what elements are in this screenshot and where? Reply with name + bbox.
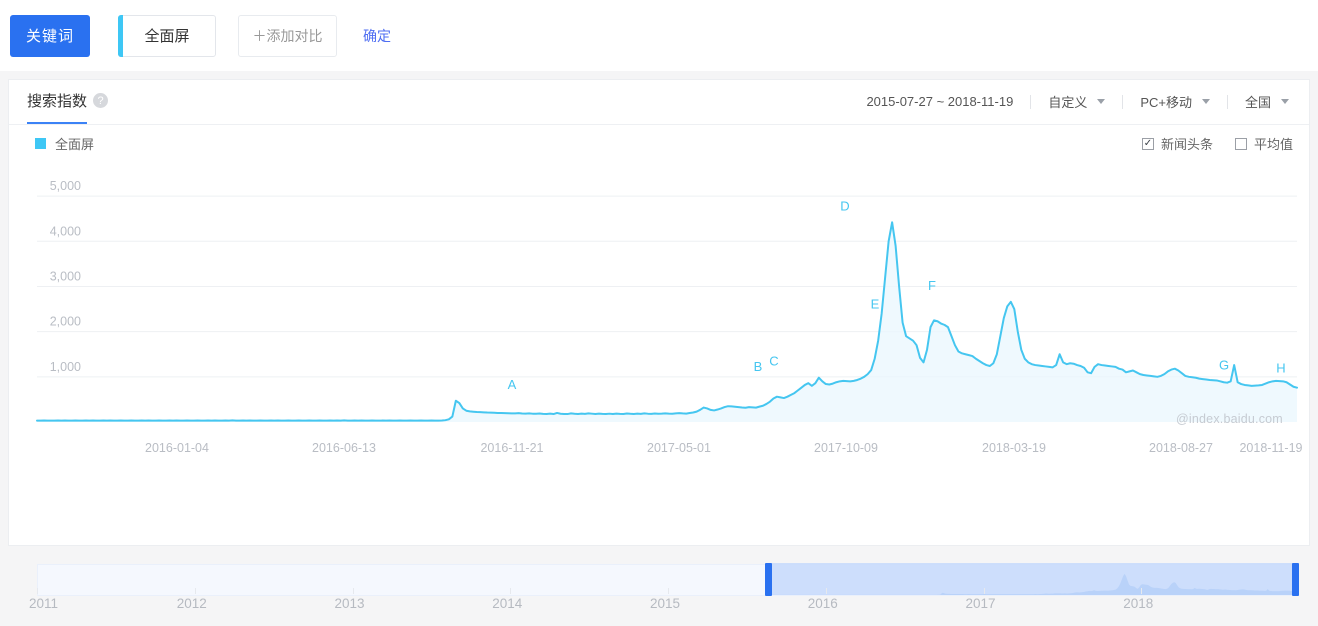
legend-label: 全面屏 — [55, 137, 95, 152]
search-index-panel: 搜索指数 ? 2015-07-27 ~ 2018-11-19 自定义 PC+移动 — [8, 79, 1310, 611]
y-axis-tick-label: 2,000 — [50, 315, 81, 329]
y-axis-tick-label: 4,000 — [50, 224, 81, 238]
checkbox-average-box — [1234, 137, 1247, 150]
divider — [1122, 94, 1124, 109]
divider — [1226, 94, 1228, 109]
legend-swatch — [35, 138, 46, 149]
x-axis-tick-label: 2017-10-09 — [814, 441, 878, 455]
timeline-year-tick — [194, 588, 196, 594]
timeline-year-2017[interactable]: 2017 — [965, 596, 996, 611]
tab-label: 搜索指数 — [27, 93, 88, 110]
x-axis-tick-label: 2017-05-01 — [647, 441, 711, 455]
peak-marker-E[interactable]: E — [871, 296, 880, 311]
x-axis-tick-label: 2016-01-04 — [145, 441, 209, 455]
x-axis-tick-label: 2016-06-13 — [312, 441, 376, 455]
top-toolbar: 关键词 全面屏 ＋添加对比 确定 — [0, 0, 1318, 71]
panel-header: 搜索指数 ? 2015-07-27 ~ 2018-11-19 自定义 PC+移动 — [9, 80, 1309, 125]
date-range-label[interactable]: 2015-07-27 ~ 2018-11-19 — [866, 94, 1014, 109]
timeline-handle-left[interactable] — [765, 563, 772, 596]
timeline-year-labels: 2011 2012 2013 2014 2015 2016 2017 2018 — [9, 588, 1318, 626]
divider — [1030, 94, 1032, 109]
peak-marker-F[interactable]: F — [928, 278, 936, 293]
y-axis-tick-label: 5,000 — [50, 179, 81, 193]
timeline-year-2018[interactable]: 2018 — [1123, 596, 1154, 611]
keyword-card-accent — [118, 14, 123, 57]
keyword-card-label: 全面屏 — [144, 28, 190, 45]
timeline-year-tick — [1141, 588, 1143, 594]
dropdown-region-label: 全国 — [1244, 95, 1271, 110]
timeline-year-2014[interactable]: 2014 — [492, 596, 523, 611]
timeline-year-2015[interactable]: 2015 — [650, 596, 681, 611]
panel-filters: 2015-07-27 ~ 2018-11-19 自定义 PC+移动 全国 — [866, 92, 1289, 111]
timeline-year-tick — [668, 588, 669, 594]
watermark: @index.baidu.com — [1176, 412, 1283, 426]
dropdown-device[interactable]: PC+移动 — [1140, 92, 1210, 111]
timeline-year-tick — [510, 588, 512, 594]
chart-area-fill — [37, 222, 1297, 422]
dropdown-date-preset[interactable]: 自定义 — [1048, 92, 1106, 111]
peak-marker-D[interactable]: D — [840, 198, 849, 213]
legend-row: 全面屏 ✓ 新闻头条 平均值 — [9, 125, 1309, 159]
peak-marker-B[interactable]: B — [754, 359, 763, 374]
x-axis-tick-label: 2018-08-27 — [1149, 441, 1213, 455]
x-axis-tick-label: 2016-11-21 — [480, 441, 543, 455]
peak-marker-G[interactable]: G — [1219, 357, 1229, 372]
tab-search-index[interactable]: 搜索指数 ? — [27, 90, 109, 111]
checkbox-average[interactable]: 平均值 — [1234, 134, 1293, 153]
tab-active-underline — [27, 122, 87, 124]
timeline-year-2013[interactable]: 2013 — [334, 596, 365, 611]
keyword-button[interactable]: 关键词 — [10, 14, 90, 57]
x-axis-tick-label: 2018-03-19 — [982, 441, 1046, 455]
help-icon[interactable]: ? — [93, 93, 109, 108]
search-index-line-chart[interactable]: 1,000 2,000 3,000 4,000 5,000 A B C D E F G H 2016-01… — [9, 159, 1309, 459]
keyword-card-quanmianping[interactable]: 全面屏 — [118, 14, 216, 57]
timeline-year-2012[interactable]: 2012 — [176, 596, 207, 611]
add-compare-button[interactable]: ＋添加对比 — [238, 14, 337, 57]
chart-area: 1,000 2,000 3,000 4,000 5,000 A B C D E F G H 2016-01… — [9, 159, 1309, 459]
legend-item-quanmianping[interactable]: 全面屏 — [35, 134, 94, 153]
dropdown-region[interactable]: 全国 — [1245, 92, 1289, 111]
checkbox-average-label: 平均值 — [1253, 137, 1293, 152]
dropdown-date-preset-label: 自定义 — [1048, 95, 1088, 110]
chevron-down-icon — [1097, 99, 1106, 104]
peak-marker-A[interactable]: A — [508, 377, 517, 392]
y-axis-tick-label: 1,000 — [50, 360, 81, 374]
chevron-down-icon — [1201, 99, 1210, 104]
peak-marker-C[interactable]: C — [769, 354, 778, 369]
chart-line — [36, 221, 1298, 422]
timeline-year-2011[interactable]: 2011 — [29, 596, 59, 611]
y-axis-tick-label: 3,000 — [50, 269, 81, 283]
dropdown-device-label: PC+移动 — [1140, 95, 1192, 110]
timeline-year-tick — [37, 588, 38, 594]
timeline-year-tick — [825, 588, 827, 594]
timeline-year-tick — [983, 588, 985, 594]
chart-options: ✓ 新闻头条 平均值 — [1141, 134, 1293, 153]
checkbox-news-headline-box: ✓ — [1141, 137, 1154, 150]
confirm-link[interactable]: 确定 — [363, 27, 391, 44]
peak-marker-H[interactable]: H — [1276, 361, 1285, 376]
x-axis-tick-label: 2018-11-19 — [1239, 441, 1302, 455]
timeline-handle-right[interactable] — [1292, 563, 1299, 596]
baidu-index-page: 关键词 全面屏 ＋添加对比 确定 搜索指数 ? 2015-07-27 ~ 201… — [0, 0, 1318, 611]
checkbox-news-headline[interactable]: ✓ 新闻头条 — [1141, 134, 1213, 153]
timeline-sparkline-fill — [767, 573, 1294, 595]
timeline-year-2016[interactable]: 2016 — [807, 596, 838, 611]
checkbox-news-headline-label: 新闻头条 — [1160, 137, 1213, 152]
timeline-year-tick — [352, 588, 354, 594]
chevron-down-icon — [1281, 99, 1289, 104]
